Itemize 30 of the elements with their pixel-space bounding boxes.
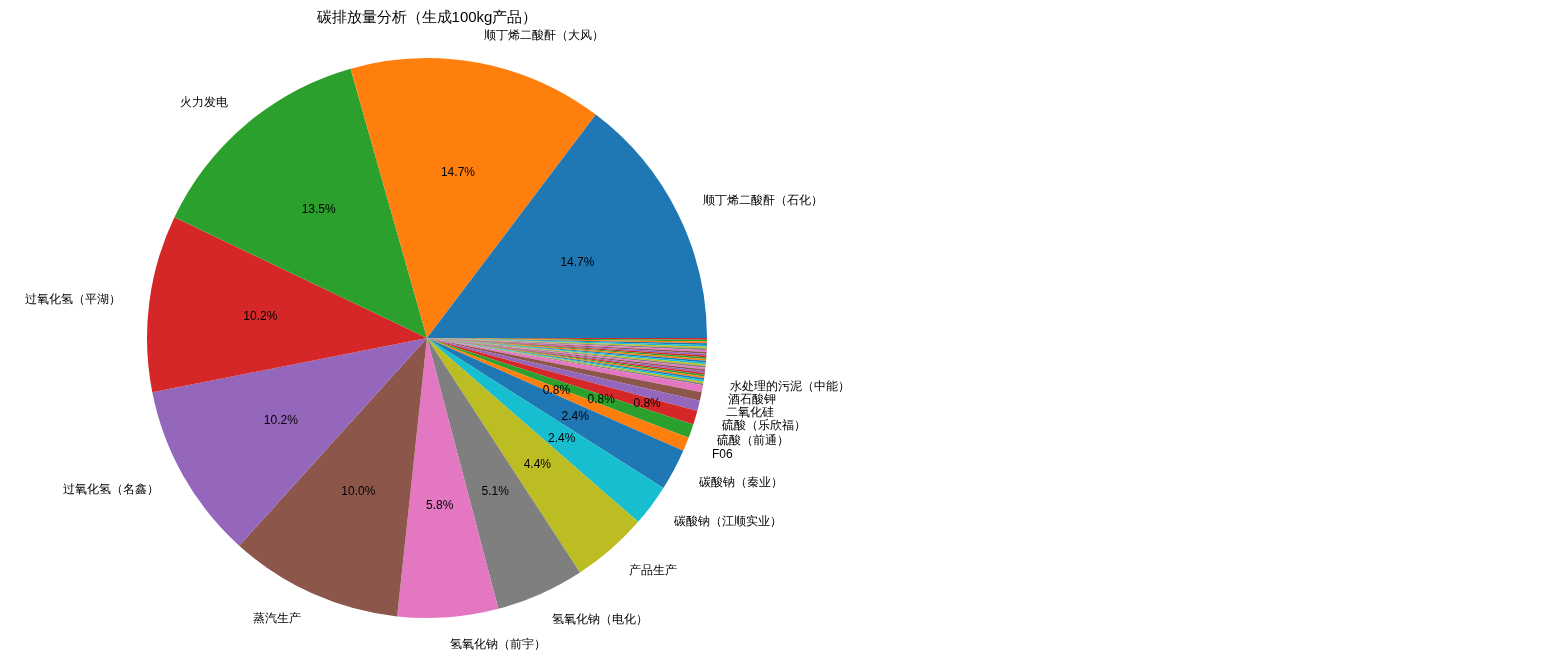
data-label: 14.7% <box>560 255 595 270</box>
slice-label: F06 <box>711 447 733 462</box>
data-label: 14.7% <box>440 165 476 180</box>
chart-title: 碳排放量分析（生成100kg产品） <box>315 8 538 26</box>
data-label: 13.5% <box>301 201 337 216</box>
data-label: 4.4% <box>523 457 552 472</box>
slice-label: 过氧化氢（名鑫） <box>62 482 159 497</box>
slice-label: 碳酸钠（江顺实业） <box>672 514 782 529</box>
slice-label: 水处理的污泥（中能） <box>729 379 850 394</box>
slice-label: 酒石酸钾 <box>728 392 777 407</box>
slice-label: 硫酸（前通） <box>717 432 790 447</box>
slice-label: 火力发电 <box>180 94 229 109</box>
data-label: 10.2% <box>243 309 278 324</box>
slice-label: 氢氧化钠（电化） <box>551 611 648 626</box>
slice-label: 二氧化硅 <box>725 405 774 420</box>
slice-label: 顺丁烯二酸酐（石化） <box>702 193 823 208</box>
data-label: 0.8% <box>633 395 662 410</box>
slice-label: 顺丁烯二酸酐（大风） <box>483 27 604 42</box>
slice-label: 硫酸（乐欣福） <box>722 418 807 433</box>
data-label: 5.8% <box>425 497 454 512</box>
data-label: 5.1% <box>481 483 510 498</box>
slice-label: 碳酸钠（秦业） <box>697 475 783 490</box>
data-label: 2.4% <box>561 409 590 424</box>
slice-label: 氢氧化钠（前宇） <box>450 637 547 652</box>
data-label: 10.0% <box>341 483 376 498</box>
slice-label: 蒸汽生产 <box>253 611 302 626</box>
data-label: 2.4% <box>547 430 576 445</box>
slice-label: 过氧化氢（平湖） <box>25 291 122 306</box>
slice-label: 产品生产 <box>629 562 678 577</box>
data-label: 10.2% <box>263 413 299 428</box>
